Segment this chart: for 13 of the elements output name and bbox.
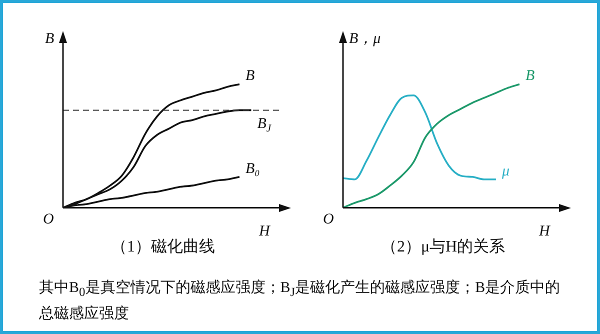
text: 其中B$_{0}$是真空情况下的磁感应强度；B$_{J}$是磁化产生的磁感应强度；B是介质中的总磁感应强度 xyxy=(39,280,560,322)
x-axis-title: H xyxy=(258,224,271,240)
y-axis-title: B，μ xyxy=(349,30,382,47)
text: O xyxy=(323,212,334,228)
text: （1）磁化曲线 xyxy=(111,238,215,256)
series-label: B xyxy=(245,68,255,84)
series-label: B xyxy=(525,68,535,84)
series-label: μ xyxy=(500,163,510,180)
text: （2）μ与H的关系 xyxy=(380,238,506,256)
text: O xyxy=(43,212,54,228)
series-label: B₀ xyxy=(245,160,260,177)
x-axis-title: H xyxy=(538,224,551,240)
y-axis-title: B xyxy=(45,30,54,47)
